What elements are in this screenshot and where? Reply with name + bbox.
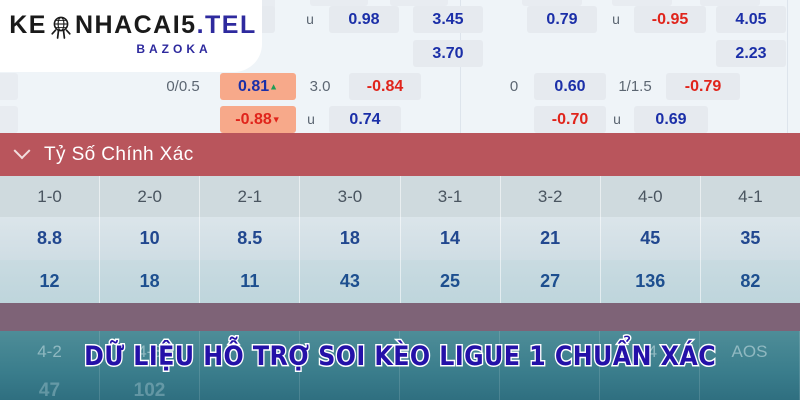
faded-header-cell-6[interactable]: -4: [600, 331, 700, 373]
faded-value-cell-5[interactable]: [500, 373, 600, 400]
section-separator-band: [0, 303, 800, 331]
score-value-cell-r1-4[interactable]: 14: [400, 217, 501, 260]
score-value-cell-r1-3[interactable]: 18: [300, 217, 401, 260]
table-row-faded: 47 102: [0, 373, 800, 400]
logo-subtitle: BAZOKA: [136, 41, 212, 56]
score-header-cell-7[interactable]: 4-1: [700, 176, 800, 217]
odds-handicap-label-right: 0: [509, 78, 519, 95]
odds-value-row4[interactable]: 0.74: [329, 106, 401, 133]
faded-header-cell-1[interactable]: 4-3: [100, 331, 200, 373]
score-value-cell-r2-4[interactable]: 25: [400, 260, 501, 303]
table-row[interactable]: 8.8 10 8.5 18 14 21 45 35: [0, 217, 800, 260]
score-value-cell-r2-1[interactable]: 18: [100, 260, 201, 303]
odds-value-a-right[interactable]: 0.79: [527, 6, 597, 33]
odds-panel: 2 u 0.98 3.45 0.79 u -0.95 4.05 3.70 2.2…: [0, 0, 800, 133]
faded-value-cell-4[interactable]: [400, 373, 500, 400]
odds-highlighted-value[interactable]: 0.81▲: [220, 73, 296, 100]
odds-value-b2[interactable]: 3.70: [413, 40, 483, 67]
odds-total-label: 3.0: [309, 78, 331, 95]
odds-value-negative-right[interactable]: -0.95: [634, 6, 706, 33]
faded-value-cell-3[interactable]: [300, 373, 400, 400]
odds-negative-value-right[interactable]: -0.79: [666, 73, 740, 100]
score-value-cell-r2-6[interactable]: 136: [600, 260, 701, 303]
logo-text-part3: .TEL: [196, 10, 257, 39]
partial-chip-top: [310, 0, 368, 6]
faded-overlay-rows: 4-2 4-3 -4 AOS 47 102: [0, 331, 800, 400]
section-title: Tỷ Số Chính Xác: [44, 143, 194, 165]
logo-text-part2: NHACAI5: [74, 10, 197, 39]
score-header-cell-1[interactable]: 2-0: [100, 176, 201, 217]
faded-header-cell-5[interactable]: [500, 331, 600, 373]
faded-value-cell-0[interactable]: 47: [0, 373, 100, 400]
partial-chip-top: [390, 0, 448, 6]
faded-header-cell-4[interactable]: [400, 331, 500, 373]
table-header-row: 1-0 2-0 2-1 3-0 3-1 3-2 4-0 4-1: [0, 176, 800, 217]
score-header-cell-5[interactable]: 3-2: [500, 176, 601, 217]
site-logo[interactable]: KE NHACAI5 .TEL BAZOKA: [0, 0, 262, 72]
score-value-cell-r1-7[interactable]: 35: [700, 217, 800, 260]
partial-chip-top: [522, 0, 582, 6]
logo-text-part1: KE: [9, 10, 47, 39]
score-header-cell-0[interactable]: 1-0: [0, 176, 101, 217]
odds-value-right[interactable]: 0.60: [534, 73, 606, 100]
logo-wordmark: KE NHACAI5 .TEL: [9, 11, 257, 40]
faded-header-cell-3[interactable]: [300, 331, 400, 373]
faded-value-cell-7[interactable]: [700, 373, 800, 400]
score-value-cell-r2-5[interactable]: 27: [500, 260, 601, 303]
odds-value-b-right[interactable]: 4.05: [716, 6, 786, 33]
faded-value-cell-1[interactable]: 102: [100, 373, 200, 400]
score-value-cell-r2-7[interactable]: 82: [700, 260, 800, 303]
score-header-cell-6[interactable]: 4-0: [600, 176, 701, 217]
trend-down-icon: ▼: [271, 114, 281, 125]
odds-total-label-right: 1/1.5: [618, 78, 652, 95]
odds-negative-value-row4-right[interactable]: -0.70: [534, 106, 606, 133]
odds-highlight-number-negative: -0.88: [235, 111, 272, 128]
faded-header-cell-7[interactable]: AOS: [700, 331, 800, 373]
odds-negative-value[interactable]: -0.84: [349, 73, 421, 100]
odds-value-b2-right[interactable]: 2.23: [716, 40, 786, 67]
odds-highlighted-value-negative[interactable]: -0.88▼: [220, 106, 296, 133]
score-header-cell-3[interactable]: 3-0: [300, 176, 401, 217]
odds-highlight-number: 0.81: [237, 78, 270, 95]
partial-chip-edge: [0, 73, 18, 100]
odds-marker-u-row4: u: [307, 111, 315, 127]
score-value-cell-r1-1[interactable]: 10: [100, 217, 201, 260]
score-value-cell-r1-6[interactable]: 45: [600, 217, 701, 260]
odds-handicap-label: 0/0.5: [166, 78, 200, 95]
chevron-down-icon[interactable]: [0, 141, 44, 161]
score-header-cell-4[interactable]: 3-1: [400, 176, 501, 217]
odds-marker-u-row4-right: u: [613, 111, 621, 127]
score-value-cell-r1-5[interactable]: 21: [500, 217, 601, 260]
correct-score-table: 1-0 2-0 2-1 3-0 3-1 3-2 4-0 4-1 8.8 10 8.5 18 14 21 4…: [0, 176, 800, 303]
score-header-cell-2[interactable]: 2-1: [200, 176, 301, 217]
faded-header-cell-0[interactable]: 4-2: [0, 331, 100, 373]
odds-value-b[interactable]: 3.45: [413, 6, 483, 33]
odds-marker-u: u: [306, 11, 314, 27]
table-header-row-faded: 4-2 4-3 -4 AOS: [0, 331, 800, 373]
partial-chip-top: [700, 0, 760, 6]
faded-header-cell-2[interactable]: [200, 331, 300, 373]
odds-value-row4-right[interactable]: 0.69: [634, 106, 708, 133]
section-header-correct-score[interactable]: Tỷ Số Chính Xác: [0, 133, 800, 176]
score-value-cell-r2-0[interactable]: 12: [0, 260, 101, 303]
trend-up-icon: ▲: [269, 81, 279, 92]
score-value-cell-r1-2[interactable]: 8.5: [200, 217, 301, 260]
faded-value-cell-6[interactable]: [600, 373, 700, 400]
score-value-cell-r2-3[interactable]: 43: [300, 260, 401, 303]
odds-value-a[interactable]: 0.98: [329, 6, 399, 33]
odds-column-divider-right: [787, 0, 788, 133]
faded-value-cell-2[interactable]: [200, 373, 300, 400]
partial-chip-edge: [0, 106, 18, 133]
score-value-cell-r2-2[interactable]: 11: [200, 260, 301, 303]
partial-chip-top: [612, 0, 672, 6]
score-value-cell-r1-0[interactable]: 8.8: [0, 217, 101, 260]
mascot-globe-icon: [48, 14, 74, 40]
table-row[interactable]: 12 18 11 43 25 27 136 82: [0, 260, 800, 303]
odds-marker-u-right: u: [612, 11, 620, 27]
